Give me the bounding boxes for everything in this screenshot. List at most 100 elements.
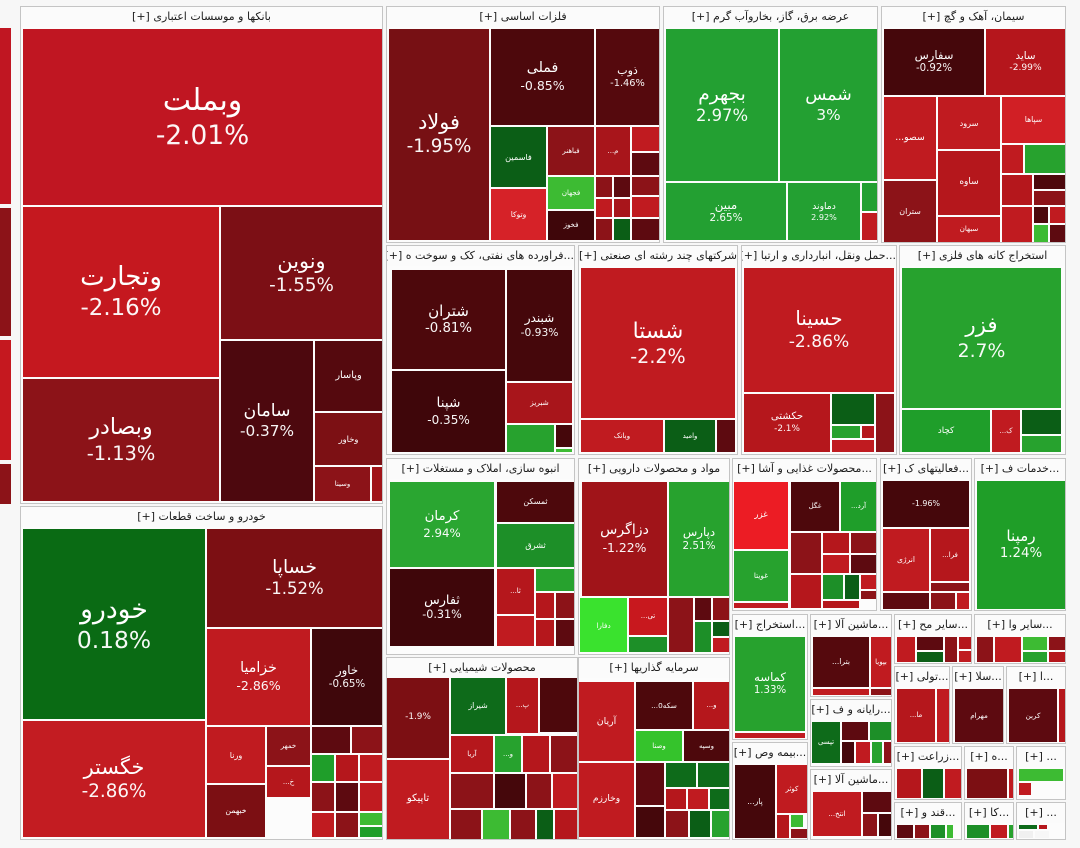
treemap-tile[interactable] [536,620,554,646]
treemap-tile[interactable] [596,177,612,197]
treemap-tile[interactable]: سپاها [1002,97,1065,143]
treemap-tile[interactable]: بجهرم 2.97% [666,29,778,181]
treemap-tile[interactable] [1034,207,1048,223]
treemap-tile[interactable]: فولاد -1.95% [389,29,489,240]
treemap-tile[interactable] [555,810,577,839]
treemap-tile[interactable] [897,769,921,798]
treemap-tile[interactable]: وتجارت -2.16% [23,207,219,377]
treemap-tile[interactable] [614,219,630,240]
treemap-tile[interactable] [507,425,554,452]
treemap-tile[interactable] [1035,831,1049,838]
treemap-tile[interactable]: شتران -0.81% [392,270,505,369]
treemap-tile[interactable] [483,810,509,839]
treemap-tile[interactable] [1059,689,1065,742]
treemap-tile[interactable] [791,533,821,573]
treemap-tile[interactable]: آرد... [841,482,876,531]
treemap-tile[interactable] [897,637,915,662]
treemap-tile[interactable] [991,825,1007,838]
treemap-tile[interactable] [832,394,874,424]
treemap-tile[interactable] [713,622,729,636]
sector-header[interactable]: خودرو و ساخت قطعات [+] [21,507,382,527]
sector-header[interactable]: ...فعالیتهای ک [+] [881,459,971,479]
sector-header[interactable]: مواد و محصولات دارویی [+] [579,459,729,479]
treemap-tile[interactable]: خساپا -1.52% [207,529,382,627]
treemap-tile[interactable] [690,811,710,837]
treemap-tile[interactable]: -1.96% [883,481,969,527]
treemap-tile[interactable] [695,598,711,620]
treemap-tile[interactable] [713,598,729,620]
treemap-tile[interactable] [695,622,711,652]
treemap-tile[interactable]: شبندر -0.93% [507,270,572,381]
treemap-tile[interactable] [862,183,877,211]
treemap-tile[interactable] [1022,436,1061,452]
treemap-tile[interactable] [717,420,735,452]
sector-header[interactable]: سرمایه گذاریها [+] [579,658,729,678]
treemap-tile[interactable] [511,810,535,839]
treemap-tile[interactable]: فزر 2.7% [902,268,1061,408]
treemap-tile[interactable]: شبریز [507,383,572,423]
treemap-tile[interactable]: ما... [897,689,935,742]
sector-header[interactable]: ...ه [+] [965,747,1013,767]
treemap-tile[interactable] [536,569,574,591]
sector-header[interactable]: ... [+] [1017,803,1065,823]
sector-header[interactable]: ...بیمه وص [+] [733,743,807,763]
clipped-edge-tile[interactable] [0,208,11,336]
treemap-tile[interactable] [632,127,659,151]
treemap-tile[interactable]: فجهان [548,177,594,209]
treemap-tile[interactable] [556,425,572,447]
treemap-tile[interactable] [614,199,630,217]
treemap-tile[interactable] [336,783,358,811]
treemap-tile[interactable]: وتوکا [491,189,546,240]
treemap-tile[interactable]: ثفارس -0.31% [390,569,494,646]
treemap-tile[interactable] [862,426,874,438]
treemap-tile[interactable] [336,813,358,837]
treemap-tile[interactable] [871,689,891,695]
sector-header[interactable]: ...خدمات ف [+] [975,459,1065,479]
treemap-tile[interactable] [1034,191,1065,205]
treemap-tile[interactable] [1039,825,1047,829]
treemap-tile[interactable] [842,722,868,740]
treemap-tile[interactable] [1019,769,1063,781]
clipped-edge-tile[interactable] [0,464,11,504]
treemap-tile[interactable]: ستران [884,181,936,242]
treemap-tile[interactable] [879,814,891,836]
treemap-tile[interactable] [632,219,659,240]
treemap-tile[interactable] [876,394,894,452]
treemap-tile[interactable] [629,637,667,652]
treemap-tile[interactable] [312,727,350,753]
treemap-tile[interactable]: تپسی [812,722,840,763]
treemap-tile[interactable] [312,783,334,811]
treemap-tile[interactable]: ذوب -1.46% [596,29,659,125]
treemap-tile[interactable]: فاسمین [491,127,546,187]
treemap-tile[interactable] [553,774,577,808]
treemap-tile[interactable]: مبین 2.65% [666,183,786,240]
treemap-tile[interactable] [666,763,696,787]
treemap-tile[interactable]: بترا... [813,637,869,687]
treemap-tile[interactable] [823,575,843,599]
treemap-tile[interactable]: آریا [451,736,493,772]
treemap-tile[interactable] [1009,825,1013,838]
treemap-tile[interactable] [556,449,572,452]
clipped-edge-tile[interactable] [0,340,11,460]
treemap-tile[interactable]: خبهمن [207,785,265,837]
treemap-tile[interactable]: خ... [267,767,310,797]
treemap-tile[interactable]: دپارس 2.51% [669,482,729,596]
treemap-tile[interactable]: پار... [735,765,775,838]
treemap-tile[interactable]: خزامیا -2.86% [207,629,310,725]
treemap-tile[interactable]: خگستر -2.86% [23,721,205,837]
treemap-tile[interactable] [527,774,551,808]
treemap-tile[interactable]: شمس 3% [780,29,877,181]
treemap-tile[interactable] [312,813,334,837]
treemap-tile[interactable]: -1.9% [387,678,449,758]
sector-header[interactable]: ...کا [+] [965,803,1013,823]
treemap-tile[interactable]: وبملت -2.01% [23,29,382,205]
treemap-tile[interactable] [937,689,949,742]
treemap-tile[interactable] [791,575,821,608]
treemap-tile[interactable] [596,219,612,240]
treemap-tile[interactable]: آریان [579,682,634,761]
treemap-tile[interactable] [710,789,729,809]
treemap-tile[interactable] [632,177,659,195]
treemap-tile[interactable] [1050,207,1065,223]
sector-header[interactable]: ...سایر وا [+] [975,615,1065,635]
sector-header[interactable]: ...سایر مح [+] [895,615,971,635]
